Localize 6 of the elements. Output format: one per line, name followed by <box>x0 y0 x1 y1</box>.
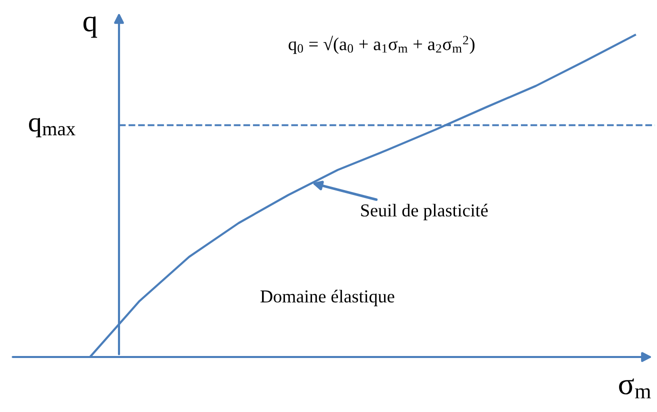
annotation: Domaine élastique <box>260 290 394 306</box>
text: q$_{0}$ = √(a$_{0}$ + a$_{1}$σ$_{m}$ + a$_{2}$σ$_{m}$$^{2}$) <box>288 36 474 54</box>
ref-line-label: q$_{max}$ <box>29 118 76 138</box>
x-axis-title: σ$_{m}$ <box>619 378 651 398</box>
y-axis-title: q <box>83 16 98 38</box>
annotation: Seuil de plasticité <box>361 204 488 220</box>
